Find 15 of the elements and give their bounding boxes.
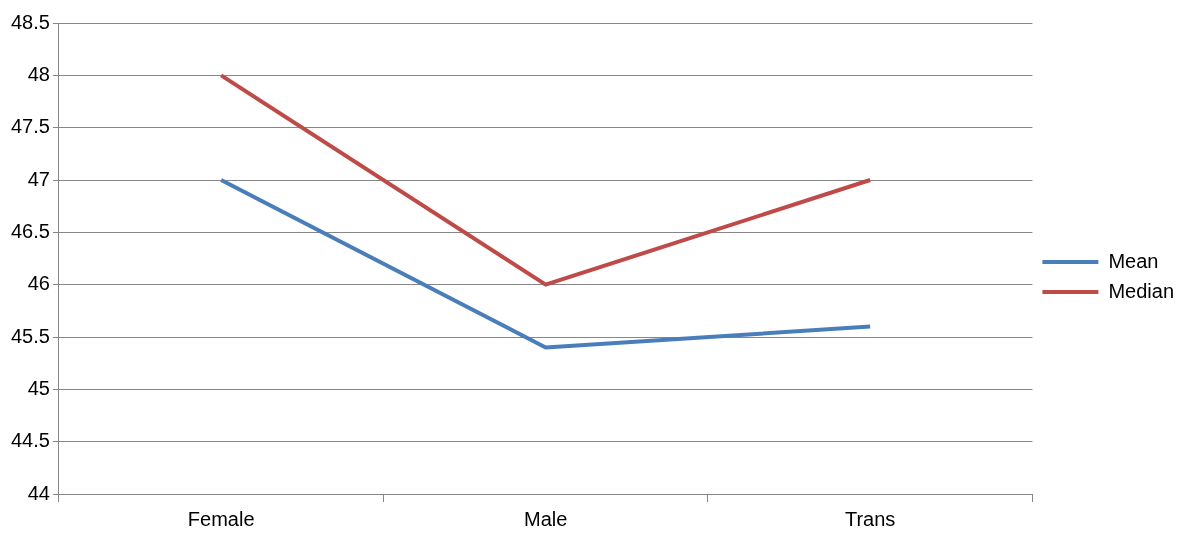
y-tick-label: 47.5 <box>10 115 50 138</box>
legend-label: Mean <box>1108 249 1159 272</box>
x-tick-label: Female <box>187 507 255 530</box>
y-tick-label: 48 <box>27 62 50 85</box>
y-tick-label: 46.5 <box>10 219 50 242</box>
y-tick-label: 44 <box>27 481 50 504</box>
y-tick-label: 46 <box>27 272 50 295</box>
legend-label: Median <box>1108 279 1175 302</box>
y-tick-label: 48.5 <box>10 10 50 33</box>
x-tick-label: Trans <box>844 507 896 530</box>
x-tick-label: Male <box>523 507 568 530</box>
y-tick-label: 44.5 <box>10 429 50 452</box>
y-tick-label: 45.5 <box>10 324 50 347</box>
y-tick-label: 45 <box>27 376 50 399</box>
y-tick-label: 47 <box>27 167 50 190</box>
